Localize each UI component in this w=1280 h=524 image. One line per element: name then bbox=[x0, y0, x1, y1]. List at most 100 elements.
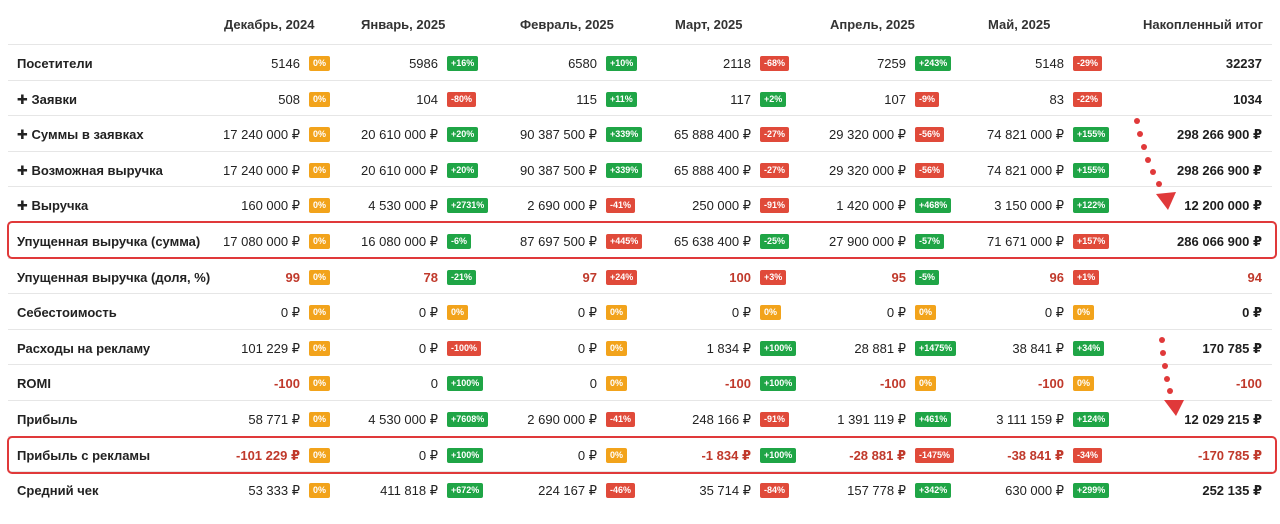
change-badge: -25% bbox=[760, 233, 790, 249]
change-badge: -5% bbox=[915, 269, 940, 285]
change-badge: +3% bbox=[760, 269, 787, 285]
change-badge: +100% bbox=[760, 376, 797, 392]
change-badge: 0% bbox=[309, 483, 331, 499]
change-badge: 0% bbox=[309, 411, 331, 427]
cell-value: 5148 bbox=[1035, 56, 1064, 71]
change-badge: -46% bbox=[606, 483, 636, 499]
cell-value: -101 229 ₽ bbox=[236, 447, 300, 463]
row-label: Прибыль с рекламы bbox=[17, 447, 151, 463]
cell-value: 411 818 ₽ bbox=[380, 483, 438, 499]
change-badge: -1475% bbox=[915, 447, 955, 463]
cell-value: -100 bbox=[273, 376, 300, 392]
change-badge: 0% bbox=[606, 340, 628, 356]
change-badge: +100% bbox=[760, 447, 797, 463]
change-badge: -34% bbox=[1073, 447, 1103, 463]
change-badge: 0% bbox=[915, 305, 937, 321]
change-badge: +339% bbox=[606, 127, 643, 143]
cell-total: 12 029 215 ₽ bbox=[1184, 411, 1262, 427]
row-label: Расходы на рекламу bbox=[17, 340, 151, 356]
cell-total: 252 135 ₽ bbox=[1202, 483, 1262, 499]
col-header-feb-2025: Февраль, 2025 bbox=[520, 17, 614, 32]
cell-value: 87 697 500 ₽ bbox=[520, 233, 597, 249]
cell-value: 508 bbox=[278, 91, 300, 107]
change-badge: +100% bbox=[447, 376, 484, 392]
cell-value: 4 530 000 ₽ bbox=[368, 411, 438, 427]
cell-value: 90 387 500 ₽ bbox=[520, 127, 597, 143]
change-badge: -56% bbox=[915, 127, 945, 143]
cell-value: 74 821 000 ₽ bbox=[987, 162, 1064, 178]
cell-value: 16 080 000 ₽ bbox=[361, 233, 438, 249]
cell-value: 0 ₽ bbox=[418, 305, 438, 321]
cell-total: 32237 bbox=[1225, 56, 1262, 71]
cell-value: 2 690 000 ₽ bbox=[527, 198, 597, 214]
table-row: ✚ Возможная выручка 17 240 000 ₽ 0% 20 610 … bbox=[8, 150, 1272, 187]
cell-value: 0 ₽ bbox=[577, 305, 597, 321]
col-header-apr-2025: Апрель, 2025 bbox=[830, 17, 915, 32]
change-badge: +24% bbox=[606, 269, 638, 285]
cell-value: -28 881 ₽ bbox=[849, 447, 906, 463]
change-badge: +461% bbox=[915, 411, 952, 427]
change-badge: -68% bbox=[760, 56, 790, 71]
table-row: ✚ Заявки 508 0% 104 -80% 115 +11% 117 +2% 107 -9% 8… bbox=[8, 79, 1272, 116]
cell-value: 160 000 ₽ bbox=[241, 198, 300, 214]
change-badge: -80% bbox=[447, 91, 477, 107]
change-badge: -56% bbox=[915, 162, 945, 178]
cell-value: -100 bbox=[724, 376, 751, 392]
change-badge: -27% bbox=[760, 127, 790, 143]
cell-value: 65 638 400 ₽ bbox=[674, 233, 751, 249]
row-label[interactable]: ✚ Заявки bbox=[17, 91, 77, 107]
cell-value: 65 888 400 ₽ bbox=[674, 127, 751, 143]
dotted-arrow-icon bbox=[1134, 118, 1176, 210]
change-badge: -84% bbox=[760, 483, 790, 499]
change-badge: 0% bbox=[1073, 305, 1095, 321]
cell-total: 12 200 000 ₽ bbox=[1184, 198, 1262, 214]
cell-value: 78 bbox=[423, 269, 438, 285]
row-label[interactable]: ✚ Возможная выручка bbox=[17, 162, 163, 178]
change-badge: +342% bbox=[915, 483, 952, 499]
table-row: ✚ Суммы в заявках 17 240 000 ₽ 0% 20 610 00… bbox=[8, 115, 1272, 151]
change-badge: 0% bbox=[606, 447, 628, 463]
cell-value: 224 167 ₽ bbox=[538, 483, 597, 499]
row-label[interactable]: ✚ Выручка bbox=[17, 198, 89, 214]
change-badge: 0% bbox=[447, 305, 469, 321]
change-badge: +157% bbox=[1073, 233, 1110, 249]
cell-value: 107 bbox=[884, 91, 906, 107]
row-label: Упущенная выручка (сумма) bbox=[17, 233, 201, 249]
table-row: Прибыль 58 771 ₽ 0% 4 530 000 ₽ +7608% 2 690 … bbox=[8, 399, 1272, 436]
cell-value: 0 ₽ bbox=[731, 305, 751, 321]
change-badge: 0% bbox=[309, 91, 331, 107]
row-label: ROMI bbox=[17, 376, 51, 392]
change-badge: 0% bbox=[760, 305, 782, 321]
change-badge: 0% bbox=[1073, 376, 1095, 392]
change-badge: 0% bbox=[606, 376, 628, 392]
cell-value: 83 bbox=[1049, 91, 1064, 107]
cell-total: 1034 bbox=[1233, 91, 1262, 107]
change-badge: 0% bbox=[309, 56, 331, 71]
cell-value: 0 ₽ bbox=[418, 447, 438, 463]
row-label: Прибыль bbox=[17, 411, 78, 427]
cell-value: 0 ₽ bbox=[418, 340, 438, 356]
cell-value: 97 bbox=[582, 269, 597, 285]
row-label[interactable]: ✚ Суммы в заявках bbox=[17, 127, 144, 143]
cell-value: 20 610 000 ₽ bbox=[361, 127, 438, 143]
cell-value: 65 888 400 ₽ bbox=[674, 162, 751, 178]
cell-value: 0 ₽ bbox=[577, 447, 597, 463]
row-label: Упущенная выручка (доля, %) bbox=[17, 269, 211, 285]
change-badge: -91% bbox=[760, 411, 790, 427]
table-row: Средний чек 53 333 ₽ 0% 411 818 ₽ +672% 224 1… bbox=[8, 471, 1272, 507]
change-badge: 0% bbox=[915, 376, 937, 392]
cell-value: -100 bbox=[1037, 376, 1064, 392]
change-badge: +672% bbox=[447, 483, 484, 499]
cell-total: 298 266 900 ₽ bbox=[1177, 162, 1262, 178]
change-badge: +34% bbox=[1073, 340, 1105, 356]
cell-value: 157 778 ₽ bbox=[847, 483, 906, 499]
change-badge: 0% bbox=[309, 376, 331, 392]
change-badge: 0% bbox=[309, 305, 331, 321]
change-badge: +468% bbox=[915, 198, 952, 214]
cell-value: 0 ₽ bbox=[280, 305, 300, 321]
cell-total: -170 785 ₽ bbox=[1198, 447, 1262, 463]
cell-total: 298 266 900 ₽ bbox=[1177, 127, 1262, 143]
cell-value: 117 bbox=[730, 91, 751, 107]
table-row: Расходы на рекламу 101 229 ₽ 0% 0 ₽ -100% 0 ₽… bbox=[8, 328, 1272, 365]
cell-value: 100 bbox=[729, 269, 751, 285]
